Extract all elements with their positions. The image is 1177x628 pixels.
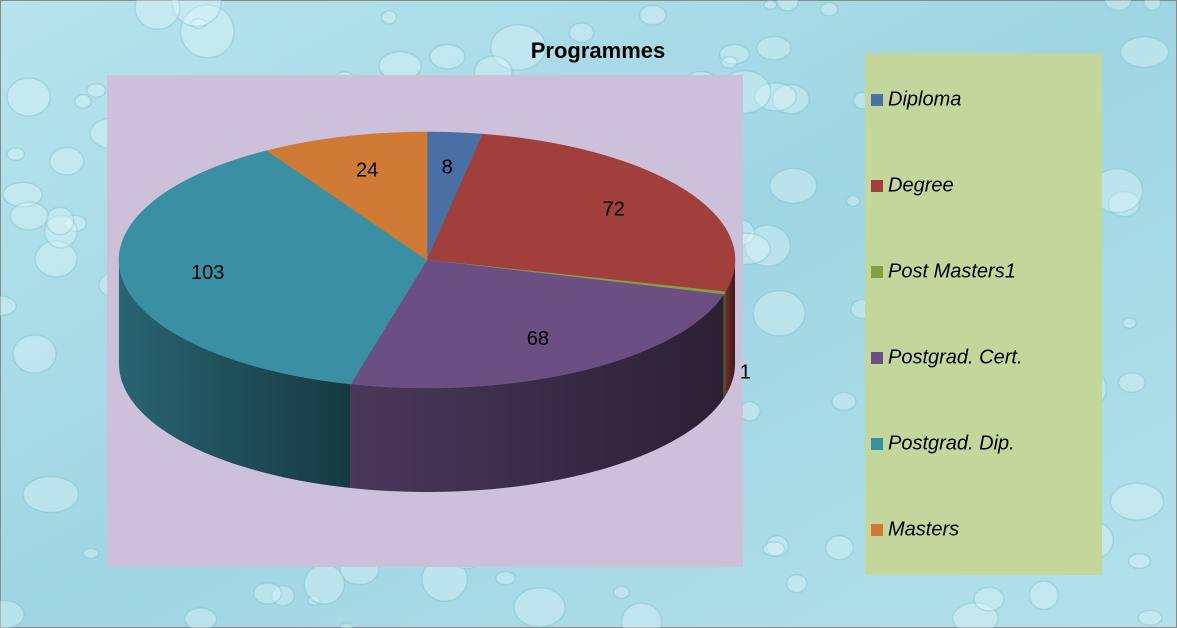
droplet <box>819 1 839 17</box>
chart-title: Programmes <box>531 38 666 63</box>
legend-swatch <box>871 94 883 106</box>
droplet <box>6 146 26 162</box>
droplet <box>171 0 223 28</box>
droplet <box>339 622 354 628</box>
droplet <box>720 55 738 69</box>
droplet <box>63 214 88 233</box>
droplet <box>2 181 43 208</box>
droplet <box>307 595 321 606</box>
legend-box <box>865 53 1102 575</box>
slice-side <box>119 260 351 489</box>
droplet <box>620 602 663 628</box>
droplet <box>34 240 78 278</box>
droplet <box>179 4 235 59</box>
pie: 8 72 1 68 103 24 <box>118 131 751 492</box>
droplet <box>82 547 100 559</box>
droplet <box>1127 552 1152 570</box>
droplet <box>776 0 799 12</box>
droplet <box>1119 36 1170 69</box>
droplet <box>831 391 857 412</box>
slice <box>426 133 736 292</box>
droplet <box>1143 0 1162 11</box>
droplet <box>134 0 181 30</box>
legend-label: Masters <box>888 518 959 540</box>
slice-side <box>725 260 735 396</box>
legend-label: Degree <box>888 174 954 196</box>
droplet <box>1121 317 1137 329</box>
droplet <box>6 77 52 117</box>
data-label: 68 <box>527 328 549 350</box>
slice <box>266 131 428 261</box>
droplet <box>845 194 861 207</box>
droplet <box>43 214 78 249</box>
droplet <box>22 475 80 514</box>
droplet <box>429 43 466 70</box>
data-label: 72 <box>603 199 625 221</box>
legend-label: Postgrad. Dip. <box>888 432 1015 454</box>
slice-side <box>723 291 726 399</box>
droplet <box>45 206 75 236</box>
droplet <box>12 334 57 374</box>
slice <box>118 150 428 385</box>
droplet <box>74 93 92 109</box>
droplet <box>762 541 786 557</box>
droplet <box>1117 372 1146 394</box>
droplet <box>612 585 631 599</box>
droplet <box>183 607 218 628</box>
droplet <box>765 535 790 558</box>
droplet <box>753 82 798 112</box>
droplet <box>756 35 792 61</box>
droplet <box>771 83 810 115</box>
data-label: 24 <box>356 160 378 182</box>
droplet <box>495 570 516 586</box>
droplet <box>1109 482 1165 521</box>
droplet <box>86 82 107 98</box>
legend-label: Post Masters1 <box>888 260 1016 282</box>
legend-swatch <box>871 524 883 536</box>
droplet <box>638 4 667 26</box>
droplet <box>973 586 1005 612</box>
droplet <box>0 295 17 317</box>
droplet <box>824 534 855 561</box>
droplet <box>785 573 808 594</box>
droplet <box>513 587 566 628</box>
droplet <box>271 585 296 607</box>
legend-swatch <box>871 352 883 364</box>
slice-side <box>350 294 724 492</box>
droplet <box>1028 580 1060 611</box>
droplet <box>1137 609 1163 626</box>
droplet <box>769 167 818 204</box>
droplet <box>1107 190 1141 218</box>
droplet <box>49 146 85 176</box>
slice <box>350 259 725 389</box>
legend-label: Diploma <box>888 88 961 110</box>
droplet <box>303 563 346 605</box>
droplet <box>744 224 792 268</box>
droplet <box>490 24 547 71</box>
legend-label: Postgrad. Cert. <box>888 346 1023 368</box>
droplet <box>381 9 398 25</box>
droplet <box>9 201 49 231</box>
droplet <box>752 289 806 337</box>
legend: Diploma Degree Post Masters1 Postgrad. Cert… <box>871 88 1023 540</box>
legend-swatch <box>871 180 883 192</box>
droplet <box>0 599 25 628</box>
droplet <box>1104 0 1132 12</box>
droplet <box>189 17 208 29</box>
droplet <box>568 22 595 44</box>
droplet <box>763 0 778 10</box>
legend-swatch <box>871 438 883 450</box>
droplet <box>253 582 283 605</box>
droplet <box>951 601 999 628</box>
droplet <box>718 43 751 65</box>
data-label: 1 <box>740 362 751 384</box>
legend-swatch <box>871 266 883 278</box>
data-label: 8 <box>442 157 453 179</box>
data-label: 103 <box>191 262 224 284</box>
